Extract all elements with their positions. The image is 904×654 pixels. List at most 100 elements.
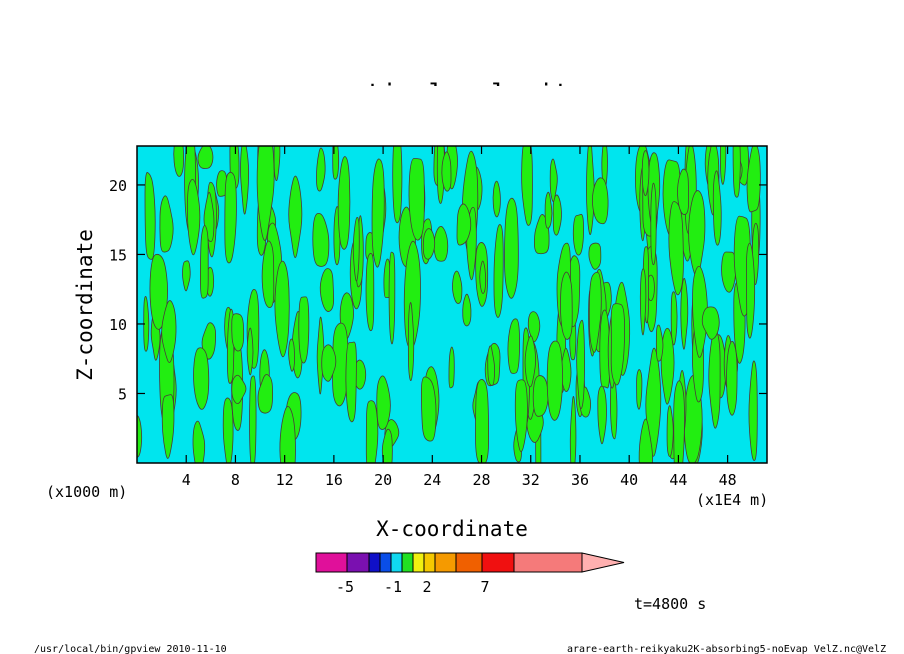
x-tick-label: 40 [620,471,638,489]
contour-blob [668,201,684,296]
x-tick-label: 44 [669,471,687,489]
contour-blob [560,271,573,340]
contour-blob [576,319,585,410]
contour-blob [376,375,391,430]
contour-blob [261,240,275,309]
contour-blob [231,374,247,404]
contour-blob [546,340,564,421]
contour-blob [365,400,379,480]
contour-blob [187,179,201,256]
colorbar-segment [390,552,403,573]
contour-blob [422,228,436,260]
contour-blob [182,260,191,292]
contour-blob [249,375,257,469]
x-tick-label: 36 [571,471,589,489]
contour-blob [452,270,463,304]
colorbar-segment [455,552,483,573]
contour-blob [441,151,452,192]
contour-blob [319,268,335,312]
contour-blob [420,376,437,442]
contour-blob [222,397,234,470]
contour-field [97,86,807,523]
contour-blob [524,335,537,388]
colorbar-segment [346,552,370,573]
contour-blob [745,242,756,339]
x-tick-label: 20 [374,471,392,489]
contour-blob [312,212,330,267]
contour-blob [433,225,449,262]
contour-blob [588,242,602,270]
contour-blob [337,156,351,250]
x-tick-label: 16 [325,471,343,489]
contour-blob [701,306,720,340]
contour-blob [224,171,237,264]
clip-right [767,106,807,503]
contour-blob [493,224,504,318]
contour-blob [192,420,206,474]
colorbar-segment [481,552,515,573]
y-axis-label: Z-coordinate [73,229,97,381]
x-tick-label: 24 [423,471,441,489]
contour-blob [352,216,360,282]
contour-blob [345,341,357,423]
x-tick-label: 28 [473,471,491,489]
contour-blob [161,394,175,459]
contour-blob [591,177,609,225]
contour-blob [688,190,706,278]
contour-blob [670,291,678,346]
colorbar [315,552,625,573]
x-tick-label: 8 [231,471,240,489]
contour-blob [721,251,737,293]
contour-blob [748,360,758,461]
x-axis-label: X-coordinate [376,517,528,541]
contour-blob [193,347,210,410]
y-tick-label: 15 [109,246,127,264]
contour-blob [246,327,254,376]
contour-blob [636,369,643,410]
x-unit-left: (x1000 m) [46,483,127,501]
contour-blob [712,170,722,246]
contour-blob [479,260,487,294]
positive-velocity-regions [97,86,807,523]
colorbar-label: -5 [336,578,354,596]
x-tick-label: 4 [182,471,191,489]
y-axis-ticks: 5 10 15 20 [109,177,767,403]
contour-blob [456,203,472,246]
colorbar-arrow [581,552,625,573]
contour-blob [492,180,501,218]
contour-blob [532,375,549,417]
contour-blob [321,344,337,382]
colorbar-segment [412,552,425,573]
y-tick-label: 20 [109,177,127,195]
contour-blob [298,296,310,364]
contour-blob [569,395,577,477]
contour-blob [487,345,496,386]
contour-blob [475,379,490,466]
colorbar-segment [513,552,583,573]
contour-blob [448,346,455,389]
colorbar-segment [379,552,392,573]
contour-blob [407,302,415,381]
clip-top [97,86,807,146]
colorbar-segment [423,552,436,573]
contour-blob [666,405,674,457]
contour-blob [316,147,326,192]
contour-blob [274,260,290,358]
plot-frame [136,145,768,464]
contour-blob [677,168,690,215]
contour-blob [650,182,657,266]
x-unit-right: (x1E4 m) [696,491,768,509]
contour-blob [660,327,675,405]
footer-left: /usr/local/bin/gpview 2010-11-10 [34,644,227,654]
contour-blob [641,150,650,197]
contour-blob [552,194,562,236]
contour-blob [639,268,647,336]
contour-blob [588,271,602,353]
colorbar-segment [434,552,457,573]
contour-blob [514,379,528,453]
colorbar-labels: -5 -1 2 7 [336,578,490,596]
footer-right: arare-earth-reikyaku2K-absorbing5-noEvap… [567,644,886,654]
contour-blob [288,338,295,372]
contour-blob [655,324,664,362]
